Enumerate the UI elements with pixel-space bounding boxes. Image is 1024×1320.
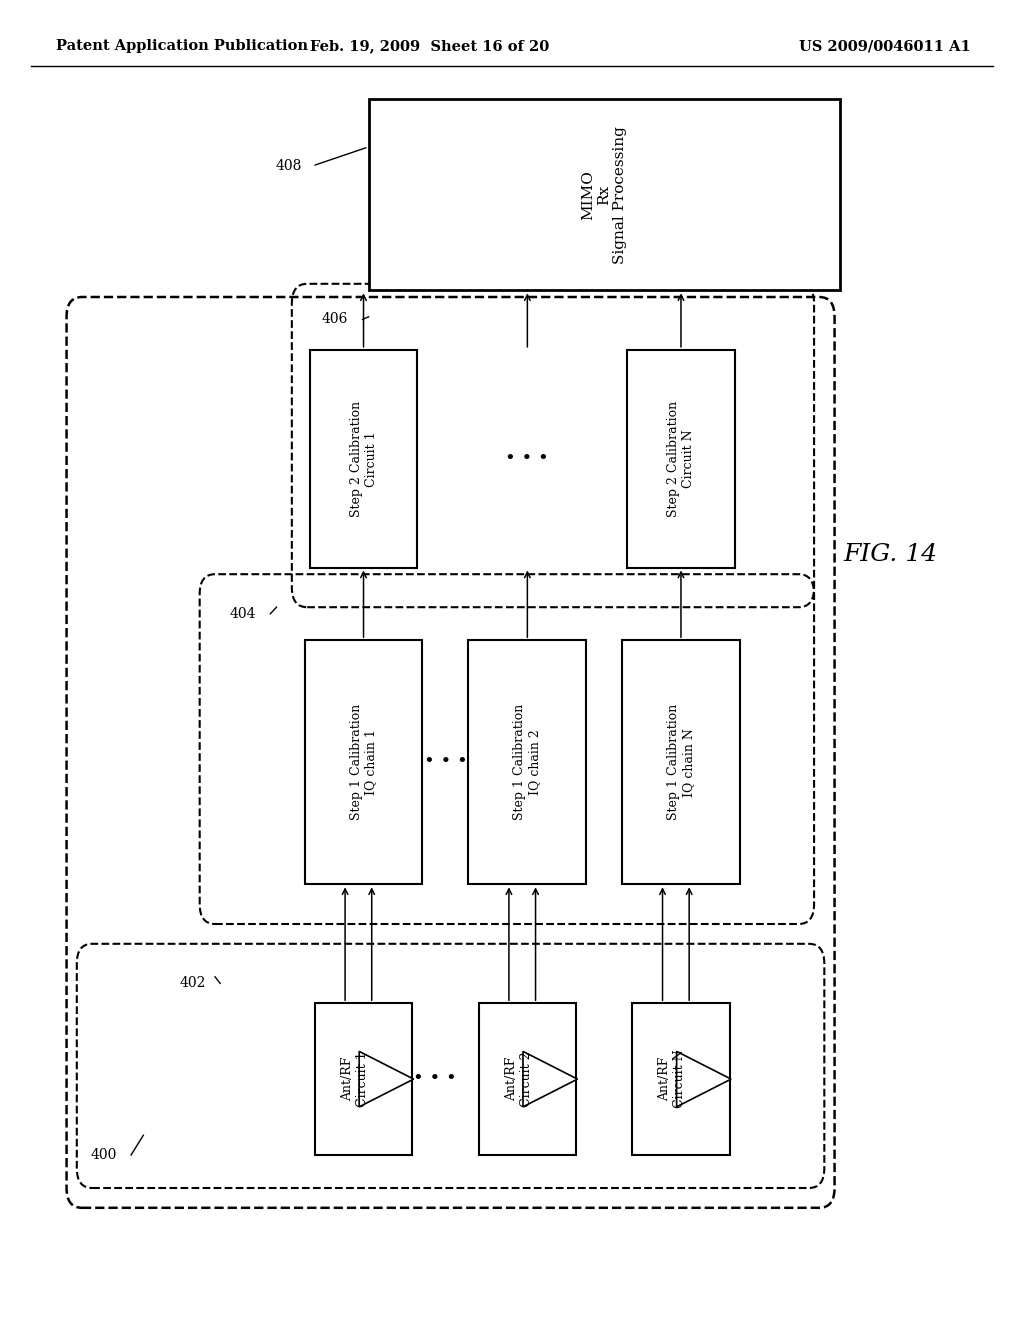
Text: Step 1 Calibration
IQ chain 1: Step 1 Calibration IQ chain 1 [349, 704, 378, 821]
Text: FIG. 14: FIG. 14 [844, 543, 938, 566]
Text: 400: 400 [90, 1148, 117, 1162]
Bar [305, 640, 422, 884]
Text: Patent Application Publication: Patent Application Publication [56, 40, 308, 53]
Bar [315, 1003, 412, 1155]
Bar [633, 1003, 729, 1155]
Bar [623, 640, 739, 884]
Bar [479, 1003, 575, 1155]
Text: 408: 408 [275, 158, 302, 173]
Bar [309, 350, 418, 568]
Polygon shape [677, 1051, 731, 1106]
Text: Step 2 Calibration
Circuit 1: Step 2 Calibration Circuit 1 [349, 401, 378, 516]
Text: 402: 402 [179, 977, 206, 990]
Text: Ant/RF
Circuit N: Ant/RF Circuit N [658, 1049, 686, 1109]
Bar [469, 640, 586, 884]
Text: • • •: • • • [506, 450, 549, 467]
Text: Ant/RF
Circuit 1: Ant/RF Circuit 1 [341, 1051, 369, 1107]
Text: US 2009/0046011 A1: US 2009/0046011 A1 [799, 40, 971, 53]
Text: 406: 406 [322, 313, 348, 326]
Text: 404: 404 [229, 607, 256, 620]
Text: Step 1 Calibration
IQ chain N: Step 1 Calibration IQ chain N [667, 704, 695, 821]
Text: • • •: • • • [414, 1071, 457, 1088]
Text: Ant/RF
Circuit 2: Ant/RF Circuit 2 [505, 1051, 532, 1107]
Text: • • •: • • • [424, 754, 467, 771]
Text: MIMO
Rx
Signal Processing: MIMO Rx Signal Processing [581, 125, 628, 264]
Text: Step 2 Calibration
Circuit N: Step 2 Calibration Circuit N [667, 401, 695, 516]
Text: Step 1 Calibration
IQ chain 2: Step 1 Calibration IQ chain 2 [513, 704, 542, 821]
Bar [369, 99, 840, 290]
Polygon shape [359, 1051, 414, 1106]
Polygon shape [523, 1051, 578, 1106]
Bar [627, 350, 735, 568]
Text: Feb. 19, 2009  Sheet 16 of 20: Feb. 19, 2009 Sheet 16 of 20 [310, 40, 550, 53]
